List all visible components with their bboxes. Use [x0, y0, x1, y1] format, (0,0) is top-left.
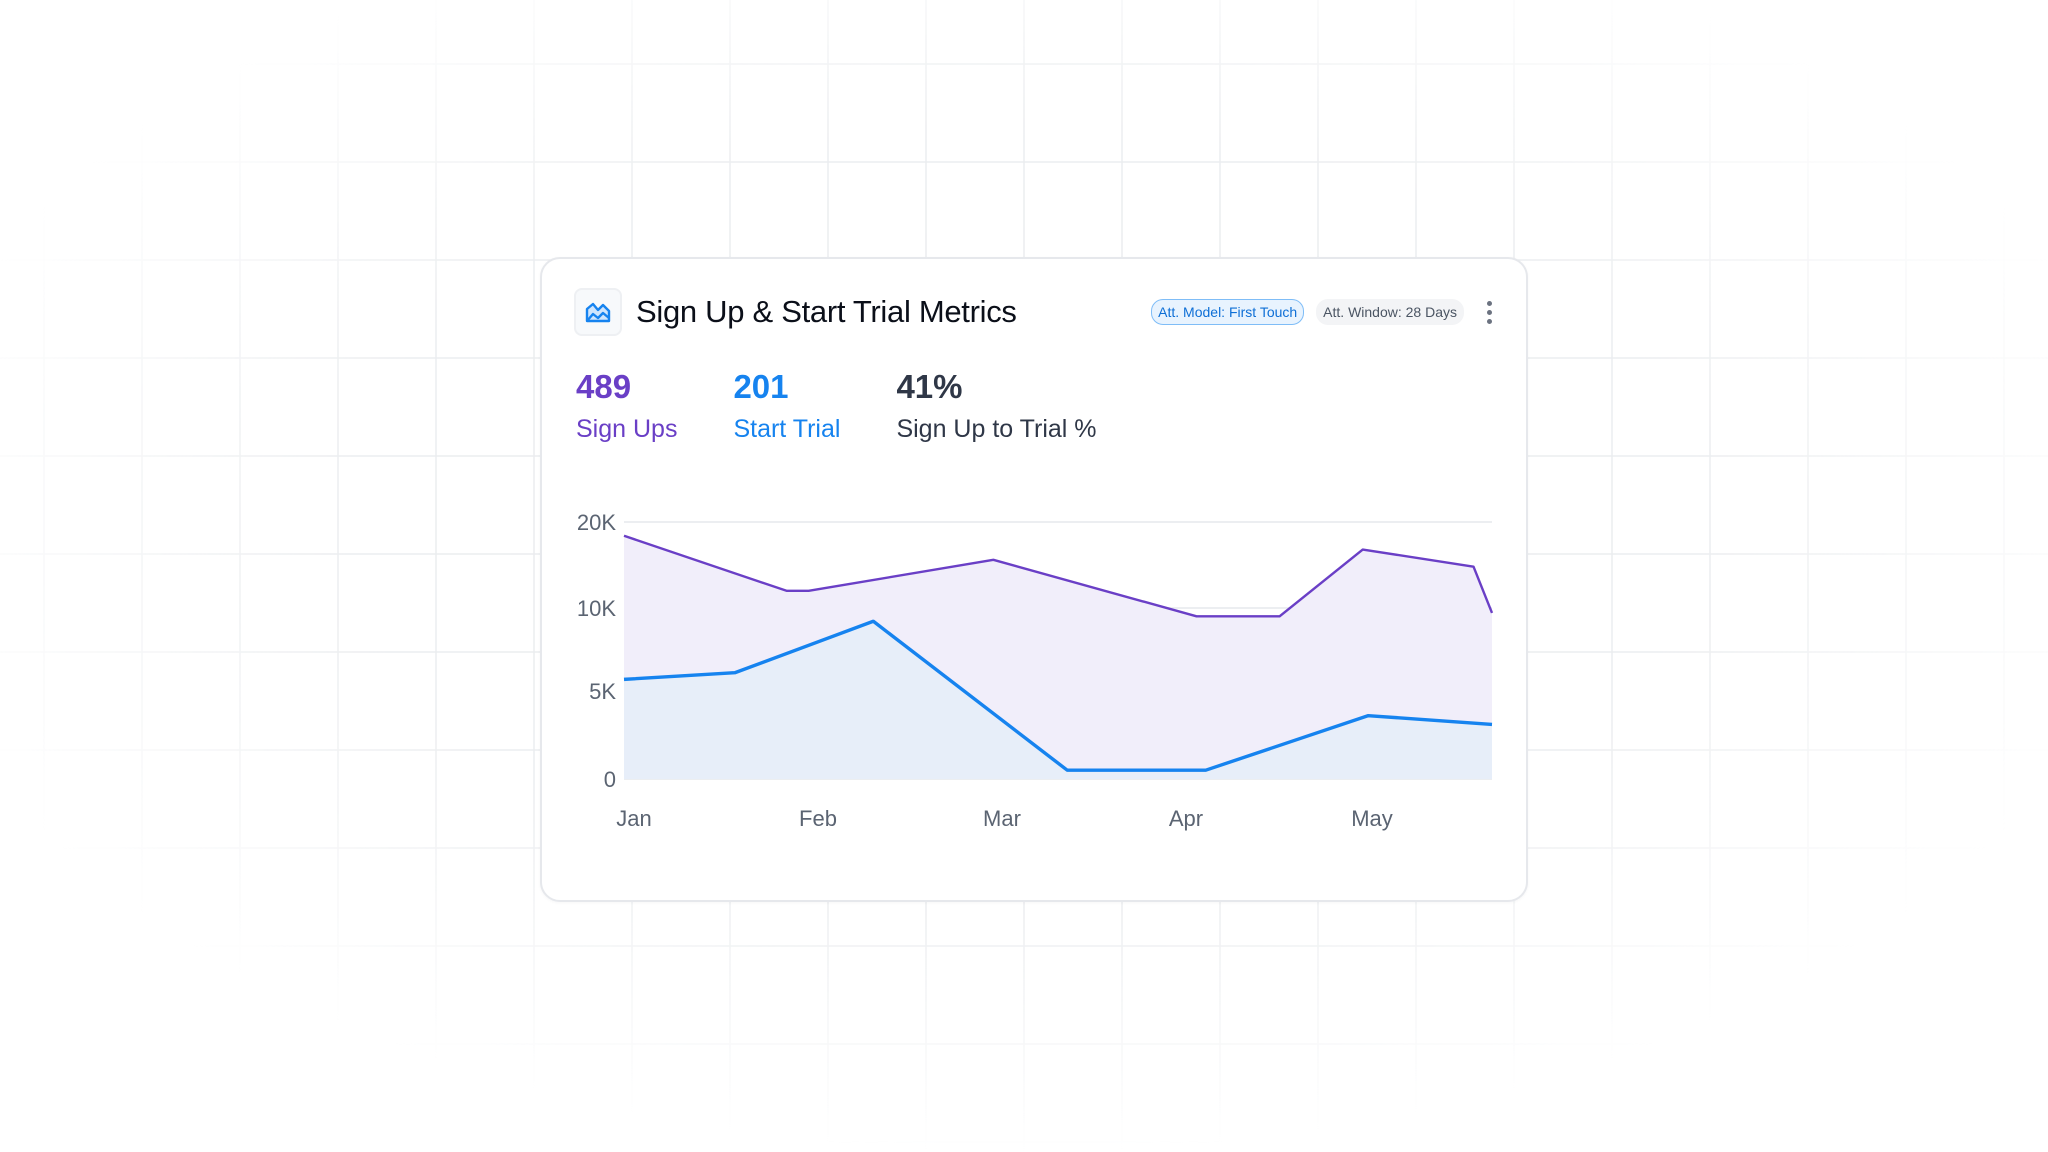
- metric-label: Sign Ups: [576, 415, 678, 443]
- y-tick-label: 5K: [589, 679, 616, 704]
- attribution-model-badge[interactable]: Att. Model: First Touch: [1151, 299, 1305, 325]
- attribution-window-badge[interactable]: Att. Window: 28 Days: [1316, 299, 1464, 325]
- metric-value: 489: [576, 368, 632, 405]
- y-tick-label: 10K: [577, 596, 616, 621]
- y-tick-label: 0: [604, 767, 616, 792]
- area-fill-1: [624, 621, 1492, 779]
- series-line-0: [623, 534, 1494, 618]
- x-tick-label: Apr: [1169, 806, 1203, 831]
- y-tick-label: 20K: [577, 510, 616, 535]
- kebab-menu-icon[interactable]: [1482, 297, 1496, 327]
- metric-value: 41%: [896, 368, 963, 405]
- card-title: Sign Up & Start Trial Metrics: [636, 294, 1017, 329]
- series-line-1: [623, 619, 1493, 772]
- area-chart-icon: [574, 288, 622, 336]
- metric-value: 201: [733, 368, 789, 405]
- metrics-summary: 489 Sign Ups 201 Start Trial 41% Sign Up…: [576, 367, 1153, 447]
- x-tick-label: Feb: [799, 806, 837, 831]
- x-tick-label: Jan: [616, 806, 651, 831]
- metric-label: Start Trial: [733, 415, 841, 443]
- metric-label: Sign Up to Trial %: [896, 415, 1097, 443]
- x-tick-label: May: [1351, 806, 1393, 831]
- metrics-card: Sign Up & Start Trial Metrics Att. Model…: [540, 257, 1528, 902]
- metric-conversion-rate: 41% Sign Up to Trial %: [896, 367, 1096, 447]
- x-tick-label: Mar: [983, 806, 1021, 831]
- card-header: Sign Up & Start Trial Metrics Att. Model…: [574, 287, 1496, 337]
- metric-start-trial: 201 Start Trial: [733, 367, 840, 447]
- metric-sign-ups: 489 Sign Ups: [576, 367, 677, 447]
